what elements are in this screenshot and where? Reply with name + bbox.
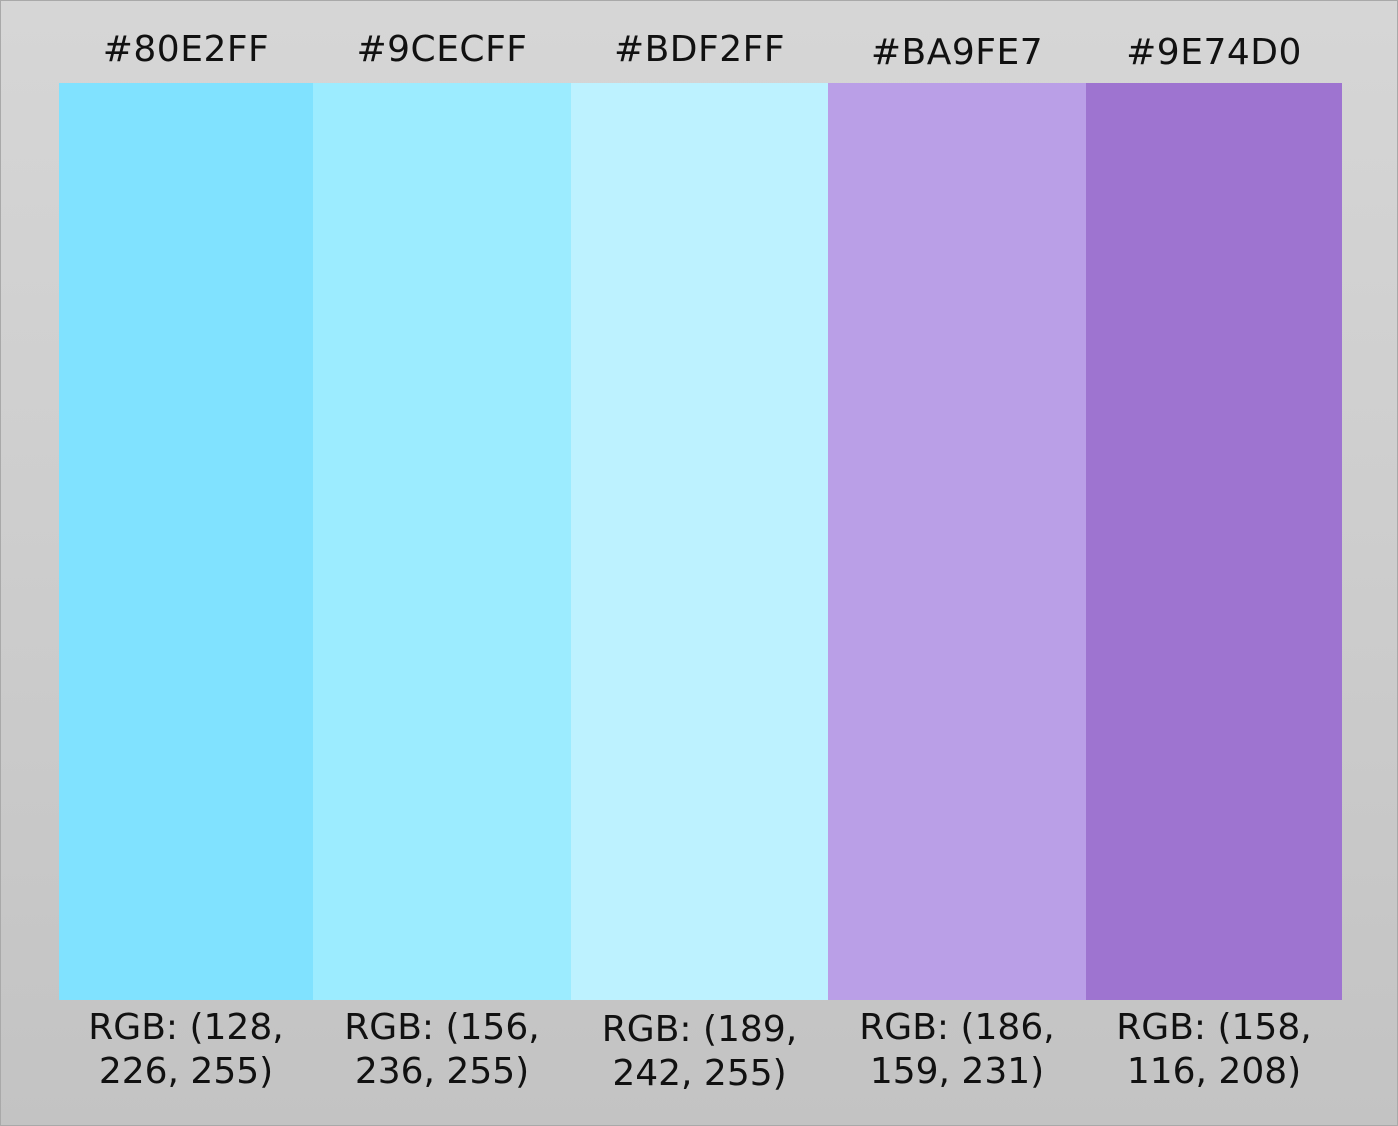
rgb-label-line-1: RGB: (186,: [859, 1007, 1055, 1048]
color-swatch: [313, 83, 571, 1000]
rgb-label-line-1: RGB: (156,: [344, 1007, 540, 1048]
rgb-label: RGB: (186, 159, 231): [828, 1006, 1086, 1094]
rgb-label-line-2: 242, 255): [612, 1053, 787, 1094]
hex-label: #9E74D0: [1126, 32, 1302, 73]
rgb-label: RGB: (156, 236, 255): [313, 1006, 571, 1094]
rgb-label-line-1: RGB: (158,: [1116, 1007, 1312, 1048]
rgb-label-line-2: 236, 255): [354, 1051, 530, 1092]
rgb-label-line-2: 226, 255): [98, 1051, 274, 1092]
color-swatch: [571, 83, 828, 1000]
rgb-label: RGB: (189, 242, 255): [571, 1008, 828, 1096]
swatch-column-5: #9E74D0 RGB: (158, 116, 208): [1086, 1, 1342, 1125]
swatch-column-4: #BA9FE7 RGB: (186, 159, 231): [828, 1, 1086, 1125]
rgb-label-line-2: 159, 231): [869, 1051, 1045, 1092]
color-swatch: [59, 83, 313, 1000]
swatch-column-3: #BDF2FF RGB: (189, 242, 255): [571, 1, 828, 1125]
hex-label: #9CECFF: [356, 29, 528, 70]
color-swatch: [1086, 83, 1342, 1000]
color-swatch: [828, 83, 1086, 1000]
swatch-column-2: #9CECFF RGB: (156, 236, 255): [313, 1, 571, 1125]
hex-label: #BA9FE7: [870, 32, 1044, 73]
swatch-column-1: #80E2FF RGB: (128, 226, 255): [59, 1, 313, 1125]
hex-label: #BDF2FF: [613, 29, 786, 70]
rgb-label-line-1: RGB: (128,: [88, 1007, 284, 1048]
rgb-label: RGB: (158, 116, 208): [1086, 1006, 1342, 1094]
hex-label: #80E2FF: [102, 29, 270, 70]
rgb-label-line-2: 116, 208): [1126, 1051, 1302, 1092]
rgb-label: RGB: (128, 226, 255): [59, 1006, 313, 1094]
rgb-label-line-1: RGB: (189,: [601, 1009, 798, 1050]
